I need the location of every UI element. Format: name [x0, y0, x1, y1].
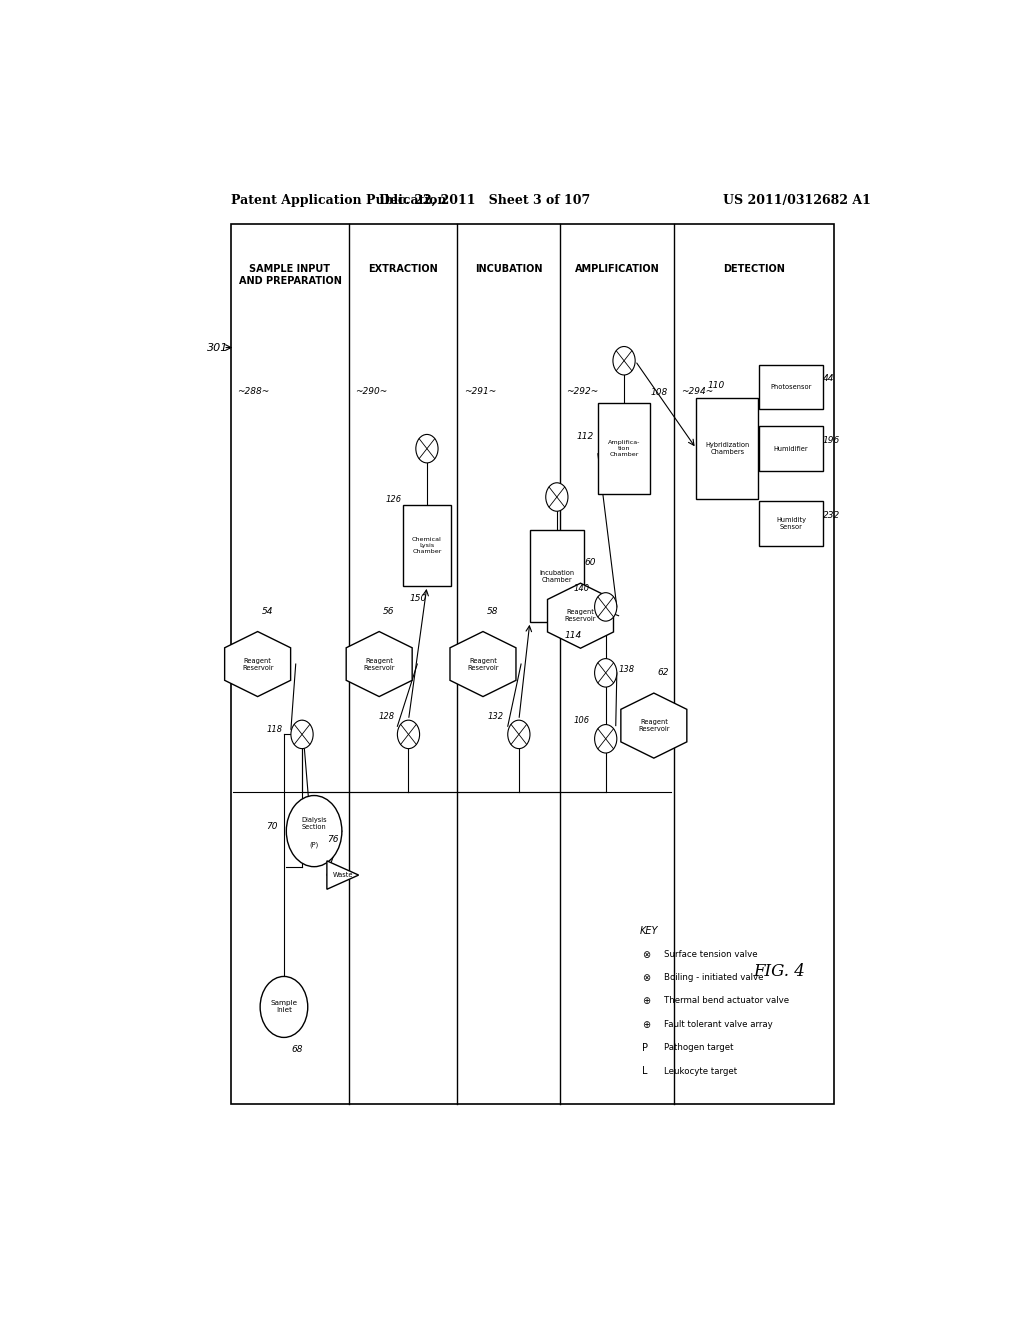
Text: Boiling - initiated valve: Boiling - initiated valve — [664, 973, 763, 982]
Text: Hybridization
Chambers: Hybridization Chambers — [706, 442, 750, 455]
Circle shape — [260, 977, 308, 1038]
Text: 114: 114 — [565, 631, 582, 640]
Text: 118: 118 — [266, 725, 283, 734]
Text: 140: 140 — [574, 585, 590, 593]
Text: Incubation
Chamber: Incubation Chamber — [540, 570, 574, 582]
Circle shape — [546, 483, 568, 511]
Circle shape — [397, 721, 420, 748]
Text: KEY: KEY — [640, 925, 658, 936]
Text: $\oplus$: $\oplus$ — [642, 1019, 651, 1030]
Text: Patent Application Publication: Patent Application Publication — [231, 194, 446, 207]
Polygon shape — [548, 583, 613, 648]
Text: 68: 68 — [292, 1045, 303, 1055]
Circle shape — [291, 721, 313, 748]
Text: Leukocyte target: Leukocyte target — [664, 1067, 737, 1076]
Text: 54: 54 — [261, 607, 273, 615]
Bar — [403, 504, 451, 586]
Text: 106: 106 — [574, 715, 590, 725]
Text: Reagent
Reservoir: Reagent Reservoir — [565, 610, 596, 622]
Text: 110: 110 — [708, 381, 725, 391]
Circle shape — [595, 725, 616, 752]
Text: 126: 126 — [386, 495, 401, 504]
Bar — [760, 364, 823, 409]
Text: Surface tension valve: Surface tension valve — [664, 950, 758, 958]
Circle shape — [287, 796, 342, 867]
Text: 128: 128 — [378, 711, 394, 721]
Text: Reagent
Reservoir: Reagent Reservoir — [467, 657, 499, 671]
Text: Humidifier: Humidifier — [774, 446, 809, 451]
Text: 112: 112 — [577, 432, 594, 441]
Text: Waste: Waste — [333, 873, 353, 878]
Circle shape — [508, 721, 530, 748]
Text: Amplifica-
tion
Chamber: Amplifica- tion Chamber — [608, 441, 640, 457]
Text: Humidity
Sensor: Humidity Sensor — [776, 517, 806, 529]
Text: ~288~: ~288~ — [238, 387, 269, 396]
Text: 56: 56 — [383, 607, 394, 615]
Text: Photosensor: Photosensor — [770, 384, 812, 391]
Text: FIG. 4: FIG. 4 — [753, 964, 805, 979]
Text: 132: 132 — [487, 711, 503, 721]
Bar — [760, 426, 823, 471]
Text: 62: 62 — [657, 668, 670, 677]
Text: ~290~: ~290~ — [355, 387, 387, 396]
Text: EXTRACTION: EXTRACTION — [369, 264, 438, 275]
Bar — [760, 502, 823, 545]
Text: P: P — [642, 1043, 648, 1053]
Text: DETECTION: DETECTION — [723, 264, 785, 275]
Text: INCUBATION: INCUBATION — [475, 264, 543, 275]
Polygon shape — [621, 693, 687, 758]
Text: $\oplus$: $\oplus$ — [642, 995, 651, 1006]
Text: Fault tolerant valve array: Fault tolerant valve array — [664, 1020, 772, 1028]
Text: (P): (P) — [309, 841, 318, 847]
Text: 60: 60 — [585, 558, 596, 568]
Text: AMPLIFICATION: AMPLIFICATION — [574, 264, 659, 275]
Polygon shape — [327, 861, 358, 890]
Text: US 2011/0312682 A1: US 2011/0312682 A1 — [723, 194, 871, 207]
Text: 138: 138 — [618, 665, 635, 675]
Circle shape — [595, 659, 616, 688]
Text: 70: 70 — [266, 821, 278, 830]
Bar — [231, 224, 835, 1104]
Text: Reagent
Reservoir: Reagent Reservoir — [638, 719, 670, 733]
Circle shape — [613, 347, 635, 375]
Text: 150: 150 — [410, 594, 427, 603]
Bar — [529, 531, 584, 622]
Text: Dec. 22, 2011   Sheet 3 of 107: Dec. 22, 2011 Sheet 3 of 107 — [380, 194, 591, 207]
Circle shape — [416, 434, 438, 463]
Bar — [696, 397, 758, 499]
Text: ~291~: ~291~ — [464, 387, 496, 396]
Text: $\otimes$: $\otimes$ — [642, 949, 651, 960]
Text: Dialysis
Section: Dialysis Section — [301, 817, 327, 830]
Circle shape — [595, 593, 616, 622]
Text: Reagent
Reservoir: Reagent Reservoir — [364, 657, 395, 671]
Text: 108: 108 — [650, 388, 668, 397]
Text: Pathogen target: Pathogen target — [664, 1043, 733, 1052]
Text: 44: 44 — [823, 375, 835, 384]
Text: 196: 196 — [823, 436, 840, 445]
Text: 232: 232 — [823, 511, 840, 520]
Text: SAMPLE INPUT
AND PREPARATION: SAMPLE INPUT AND PREPARATION — [239, 264, 341, 285]
Bar — [598, 403, 650, 495]
Text: $\otimes$: $\otimes$ — [642, 972, 651, 983]
Polygon shape — [450, 631, 516, 697]
Text: 58: 58 — [487, 607, 499, 615]
Text: ~292~: ~292~ — [566, 387, 598, 396]
Text: Chemical
Lysis
Chamber: Chemical Lysis Chamber — [412, 537, 442, 553]
Text: 76: 76 — [327, 836, 338, 843]
Text: L: L — [642, 1067, 648, 1076]
Text: ~294~: ~294~ — [681, 387, 713, 396]
Text: Sample
Inlet: Sample Inlet — [270, 1001, 298, 1014]
Text: 301: 301 — [207, 343, 228, 352]
Polygon shape — [224, 631, 291, 697]
Text: Reagent
Reservoir: Reagent Reservoir — [242, 657, 273, 671]
Text: Thermal bend actuator valve: Thermal bend actuator valve — [664, 997, 788, 1006]
Polygon shape — [346, 631, 413, 697]
